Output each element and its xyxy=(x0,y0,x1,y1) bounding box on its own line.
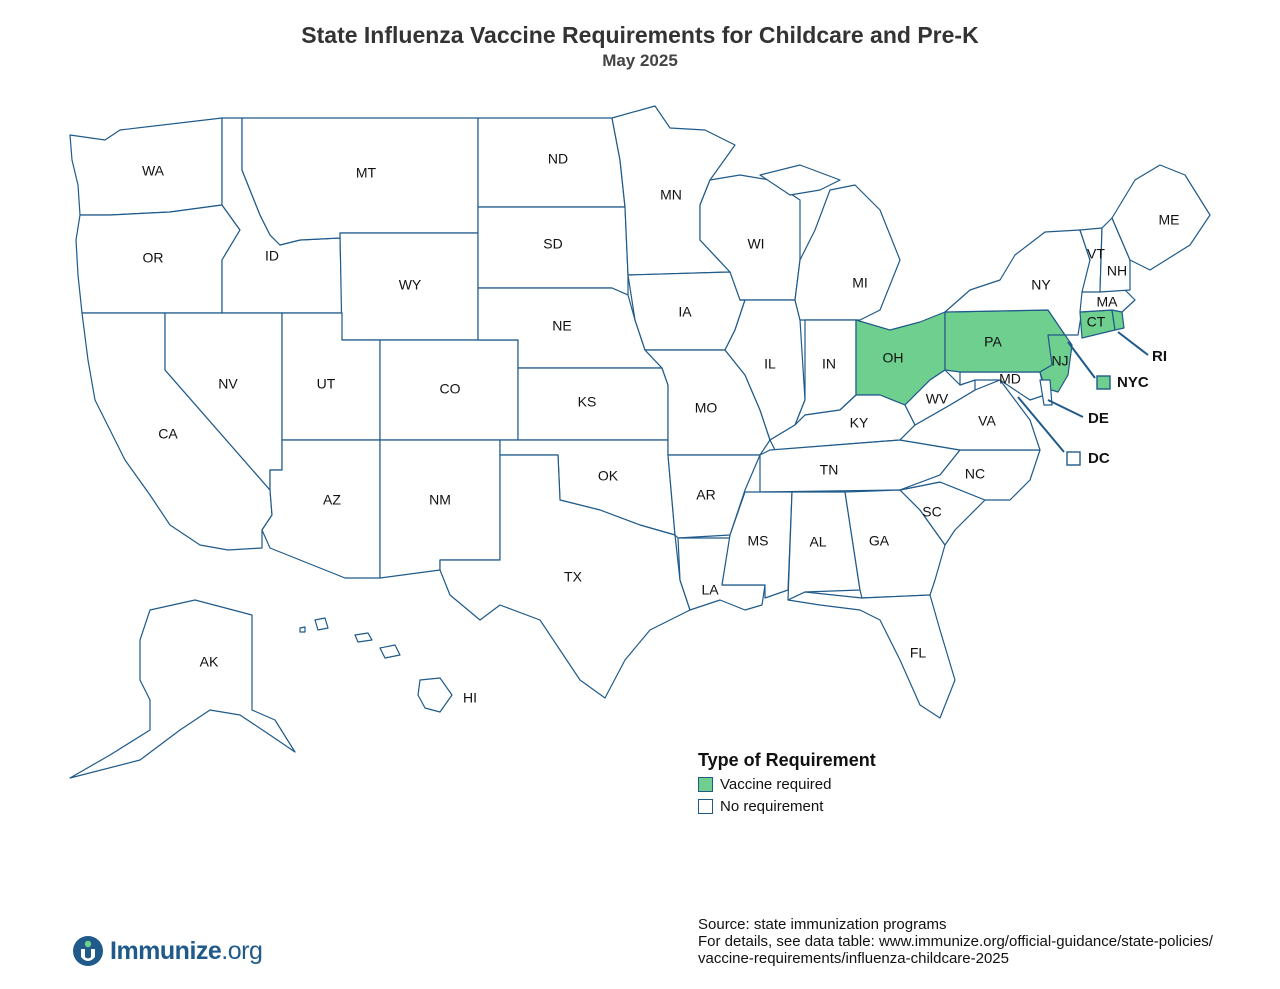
state-label-ia: IA xyxy=(678,304,692,320)
state-label-va: VA xyxy=(978,413,996,429)
state-nm[interactable] xyxy=(379,439,501,579)
state-fl[interactable] xyxy=(787,591,956,719)
state-label-ne: NE xyxy=(552,318,571,334)
state-label-ct: CT xyxy=(1087,314,1106,330)
state-mi[interactable] xyxy=(759,164,901,321)
legend-swatch-no-requirement xyxy=(698,799,713,814)
state-label-fl: FL xyxy=(910,645,927,661)
nyc-callout-box[interactable] xyxy=(1096,375,1111,390)
map-title: State Influenza Vaccine Requirements for… xyxy=(301,22,979,48)
state-label-sc: SC xyxy=(922,504,941,520)
de-callout-label: DE xyxy=(1088,410,1109,427)
state-label-mt: MT xyxy=(356,165,377,181)
state-label-mi: MI xyxy=(852,275,868,291)
state-label-md: MD xyxy=(999,371,1021,387)
state-label-pa: PA xyxy=(984,334,1002,350)
state-label-nc: NC xyxy=(965,466,985,482)
state-al[interactable] xyxy=(787,491,861,601)
state-label-wa: WA xyxy=(142,163,165,179)
state-label-me: ME xyxy=(1159,212,1180,228)
details-line: For details, see data table: www.immuniz… xyxy=(698,933,1213,950)
state-label-wv: WV xyxy=(926,391,949,407)
legend-title: Type of Requirement xyxy=(698,750,876,770)
state-label-az: AZ xyxy=(323,492,341,508)
de-leader xyxy=(1047,399,1084,418)
state-label-nh: NH xyxy=(1107,263,1127,279)
legend-item-no-requirement: No requirement xyxy=(698,798,876,815)
legend-swatch-vaccine-required xyxy=(698,777,713,792)
dc-callout-box[interactable] xyxy=(1066,451,1081,466)
state-label-wi: WI xyxy=(747,236,764,252)
state-label-mo: MO xyxy=(695,400,718,416)
state-label-ut: UT xyxy=(317,376,336,392)
state-label-vt: VT xyxy=(1087,246,1105,262)
logo-suffix: .org xyxy=(221,936,263,965)
state-label-ga: GA xyxy=(869,533,890,549)
immunize-logo-icon xyxy=(73,936,103,966)
legend-item-vaccine-required: Vaccine required xyxy=(698,776,876,793)
state-label-al: AL xyxy=(809,534,826,550)
state-hi[interactable] xyxy=(299,617,453,713)
state-de[interactable] xyxy=(1039,379,1053,406)
state-label-ms: MS xyxy=(748,533,769,549)
state-label-ky: KY xyxy=(850,415,869,431)
state-label-ma: MA xyxy=(1097,294,1119,310)
state-label-id: ID xyxy=(265,248,279,264)
legend-label: No requirement xyxy=(720,798,824,815)
state-label-co: CO xyxy=(440,381,461,397)
dc-leader xyxy=(1017,396,1065,453)
state-label-ca: CA xyxy=(158,426,178,442)
state-label-la: LA xyxy=(701,582,719,598)
ri-callout-label: RI xyxy=(1152,348,1167,365)
logo-name: Immunize xyxy=(110,936,222,965)
legend: Type of Requirement Vaccine required No … xyxy=(698,750,876,815)
state-label-ar: AR xyxy=(696,487,715,503)
state-label-ok: OK xyxy=(598,468,619,484)
state-nj[interactable] xyxy=(1039,334,1073,393)
nyc-callout-label: NYC xyxy=(1117,374,1149,391)
state-label-wy: WY xyxy=(399,277,422,293)
state-label-nj: NJ xyxy=(1051,353,1068,369)
state-nc[interactable] xyxy=(899,449,1041,501)
immunize-logo: Immunize.org xyxy=(72,935,263,967)
state-me[interactable] xyxy=(1111,164,1211,271)
state-nh[interactable] xyxy=(1099,217,1131,293)
details-url-line: vaccine-requirements/influenza-childcare… xyxy=(698,950,1009,967)
state-label-hi: HI xyxy=(463,690,477,706)
state-label-il: IL xyxy=(764,356,776,372)
source-note: Source: state immunization programs For … xyxy=(698,916,1213,967)
dc-callout-label: DC xyxy=(1088,450,1110,467)
state-label-oh: OH xyxy=(883,350,904,366)
state-pa[interactable] xyxy=(944,309,1066,373)
state-label-mn: MN xyxy=(660,187,682,203)
state-label-nv: NV xyxy=(218,376,238,392)
state-label-ks: KS xyxy=(578,394,597,410)
state-tx[interactable] xyxy=(439,454,691,699)
state-label-tx: TX xyxy=(564,569,583,585)
state-label-nd: ND xyxy=(548,151,568,167)
state-label-ny: NY xyxy=(1031,277,1051,293)
state-label-nm: NM xyxy=(429,492,451,508)
source-line: Source: state immunization programs xyxy=(698,916,947,933)
state-mt[interactable] xyxy=(241,117,479,246)
state-label-tn: TN xyxy=(820,462,839,478)
state-vt[interactable] xyxy=(1079,227,1103,293)
state-ak[interactable] xyxy=(69,599,296,779)
ri-leader xyxy=(1117,331,1149,356)
state-label-sd: SD xyxy=(543,236,562,252)
state-label-or: OR xyxy=(143,250,164,266)
nyc-leader xyxy=(1067,341,1096,379)
state-label-in: IN xyxy=(822,356,836,372)
state-label-ak: AK xyxy=(200,654,219,670)
map-subtitle: May 2025 xyxy=(602,51,678,70)
legend-label: Vaccine required xyxy=(720,776,832,793)
